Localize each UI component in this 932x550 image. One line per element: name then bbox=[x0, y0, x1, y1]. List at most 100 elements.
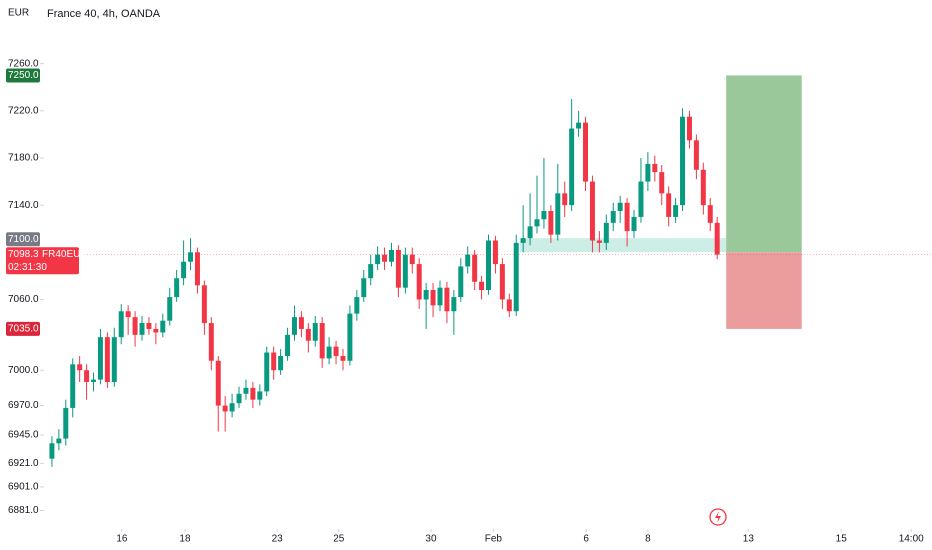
candle-body bbox=[250, 387, 256, 400]
candle-body bbox=[139, 323, 145, 335]
price-badge-text: 7035.0 bbox=[8, 324, 39, 335]
candle-body bbox=[492, 240, 498, 265]
x-tick-label: 25 bbox=[333, 534, 345, 545]
candle-body bbox=[569, 128, 575, 206]
candle-body bbox=[132, 317, 138, 335]
candle-body bbox=[188, 252, 194, 262]
candle-body bbox=[527, 226, 533, 239]
candle-body bbox=[430, 290, 436, 306]
countdown-text: 02:31:30 bbox=[8, 262, 47, 273]
candle-body bbox=[437, 287, 443, 306]
price-badge bbox=[6, 232, 40, 247]
candle-body bbox=[146, 323, 152, 329]
candle-body bbox=[610, 211, 616, 223]
candle-body bbox=[555, 193, 561, 235]
candle-body bbox=[285, 334, 291, 357]
candle-body bbox=[84, 370, 90, 382]
candle-body bbox=[271, 352, 277, 371]
candle-body bbox=[693, 140, 699, 170]
candle-body bbox=[340, 356, 346, 361]
candle-body bbox=[298, 317, 304, 329]
candle-body bbox=[49, 443, 55, 459]
zone bbox=[519, 238, 727, 253]
x-tick-label: 8 bbox=[645, 534, 651, 545]
last-price-badge bbox=[6, 247, 79, 275]
candle-body bbox=[659, 172, 665, 194]
x-tick-label: 6 bbox=[583, 534, 589, 545]
candle-body bbox=[56, 438, 62, 444]
x-tick-label: 14:00 bbox=[899, 534, 924, 545]
candle-body bbox=[583, 122, 589, 182]
candle-body bbox=[70, 364, 76, 408]
candle-body bbox=[375, 254, 381, 265]
candle-body bbox=[125, 311, 131, 318]
candle-body bbox=[680, 116, 686, 206]
candle-body bbox=[486, 240, 491, 291]
candle-body bbox=[451, 297, 457, 312]
candle-body bbox=[395, 249, 401, 288]
candle-body bbox=[215, 360, 221, 406]
candle-body bbox=[91, 379, 97, 382]
candle-body bbox=[534, 219, 540, 227]
candle-body bbox=[506, 299, 512, 312]
candle-body bbox=[645, 163, 651, 182]
candle-body bbox=[264, 352, 270, 392]
candle-body bbox=[458, 266, 464, 298]
candle-body bbox=[631, 216, 637, 232]
candle-body bbox=[174, 278, 180, 298]
candle-body bbox=[666, 193, 672, 217]
candle-body bbox=[714, 222, 720, 255]
y-tick-label: 7060.0 bbox=[8, 294, 39, 305]
candle-body bbox=[354, 297, 360, 314]
chart-title: France 40, 4h, OANDA bbox=[47, 8, 161, 20]
candle-body bbox=[305, 328, 311, 341]
candle-body bbox=[444, 287, 450, 312]
candle-body bbox=[333, 346, 339, 357]
candle-body bbox=[229, 403, 235, 412]
candle-body bbox=[368, 264, 374, 279]
candle-body bbox=[472, 254, 478, 282]
candle-body bbox=[499, 264, 505, 300]
candle-body bbox=[624, 202, 630, 232]
candle-body bbox=[416, 264, 422, 300]
candle-body bbox=[291, 317, 297, 335]
x-tick-label: 23 bbox=[272, 534, 284, 545]
candle-body bbox=[347, 313, 353, 361]
candle-body bbox=[153, 328, 159, 333]
candle-body bbox=[319, 323, 325, 359]
candle-body bbox=[77, 364, 83, 371]
candle-body bbox=[243, 387, 249, 394]
x-tick-label: 18 bbox=[179, 534, 191, 545]
candle-body bbox=[562, 193, 568, 206]
candle-body bbox=[63, 407, 69, 439]
candle-body bbox=[382, 254, 388, 262]
currency-label: EUR bbox=[8, 8, 29, 19]
last-price-text: 7098.3 bbox=[8, 249, 39, 260]
y-tick-label: 6921.0 bbox=[8, 458, 39, 469]
candle-body bbox=[652, 163, 658, 173]
candle-body bbox=[409, 254, 415, 265]
y-tick-label: 7180.0 bbox=[8, 153, 39, 164]
price-badge bbox=[6, 68, 40, 83]
candle-body bbox=[208, 323, 214, 361]
x-tick-label: 30 bbox=[425, 534, 437, 545]
x-tick-label: 13 bbox=[743, 534, 755, 545]
candle-body bbox=[576, 122, 582, 129]
y-tick-label: 6901.0 bbox=[8, 482, 39, 493]
candle-body bbox=[181, 261, 187, 279]
candle-body bbox=[402, 254, 408, 288]
y-tick-label: 7260.0 bbox=[8, 58, 39, 69]
candle-body bbox=[236, 393, 242, 404]
candle-body bbox=[97, 337, 103, 380]
candle-body bbox=[686, 116, 692, 141]
candle-body bbox=[194, 252, 200, 286]
symbol-text: FR40EUR bbox=[42, 249, 88, 260]
y-tick-label: 7220.0 bbox=[8, 105, 39, 116]
alert-icon[interactable] bbox=[709, 508, 727, 526]
candle-body bbox=[388, 249, 394, 262]
price-badge-text: 7250.0 bbox=[8, 70, 39, 81]
x-tick-label: 15 bbox=[836, 534, 848, 545]
x-tick-label: Feb bbox=[485, 534, 503, 545]
candle-body bbox=[257, 391, 263, 400]
candle-body bbox=[118, 311, 124, 338]
